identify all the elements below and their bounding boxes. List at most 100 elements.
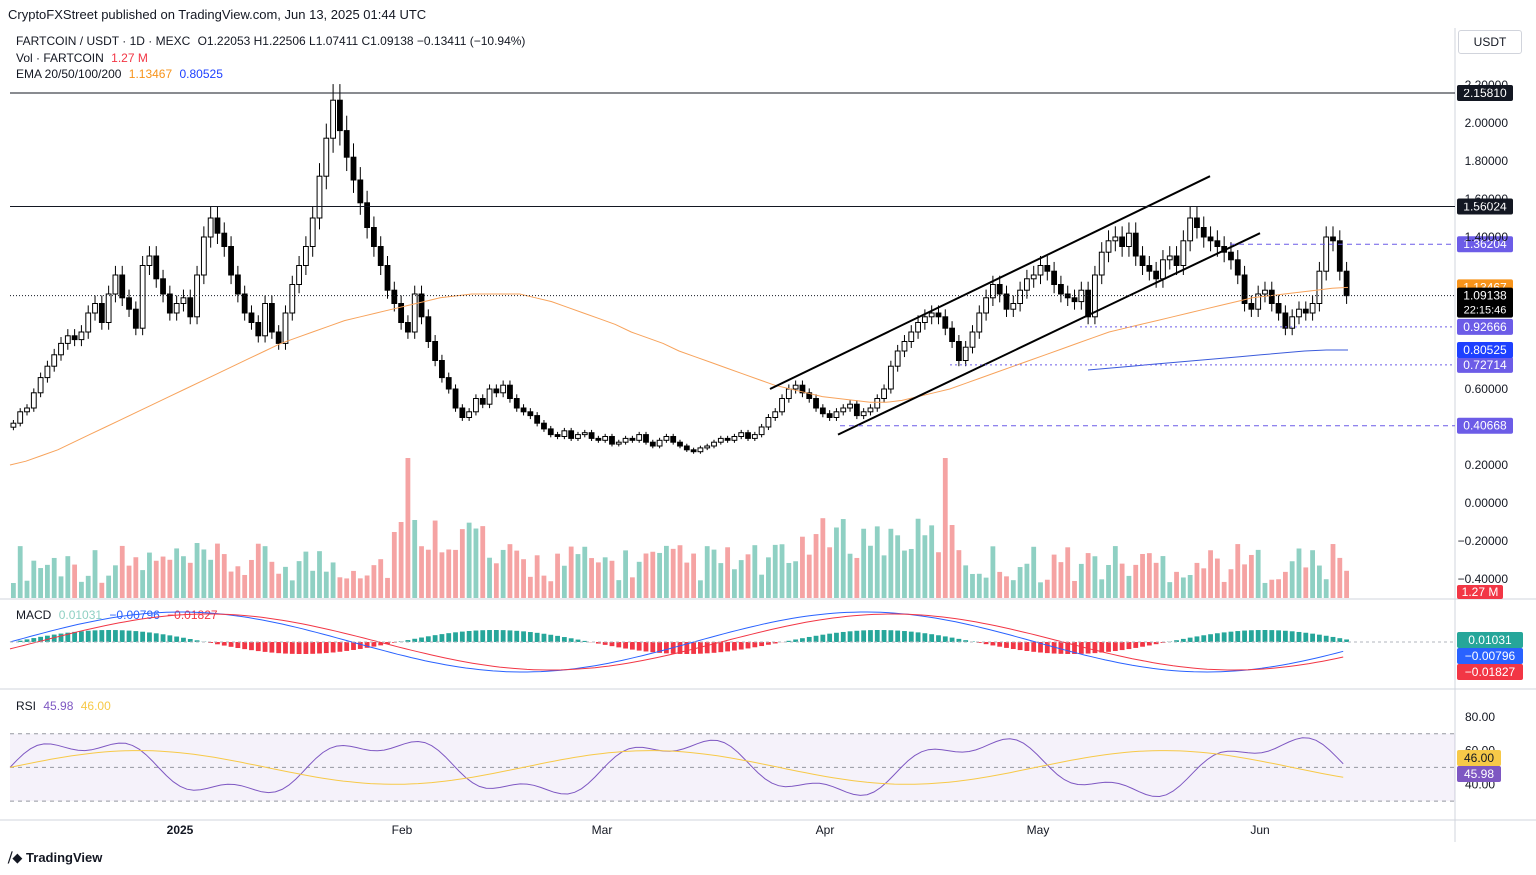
- candle-body: [588, 432, 595, 439]
- macd-histogram-bar: [92, 630, 98, 642]
- rsi-tick-label: 80.00: [1465, 710, 1495, 724]
- candle-body: [1302, 308, 1309, 314]
- candle-body: [343, 130, 350, 158]
- volume-bar: [276, 573, 282, 598]
- volume-bar: [24, 580, 30, 598]
- volume-bar: [527, 576, 533, 598]
- candle-body: [275, 331, 282, 344]
- macd-histogram-bar: [636, 642, 642, 651]
- macd-histogram-bar: [534, 632, 540, 642]
- volume-bar: [38, 568, 44, 598]
- volume-bar: [167, 559, 173, 598]
- level-badge: [1457, 236, 1513, 253]
- candle-body: [486, 388, 493, 405]
- candle-body: [609, 436, 615, 445]
- candle-body: [779, 398, 785, 413]
- candle-body: [1241, 274, 1248, 304]
- candle-body: [1098, 251, 1105, 276]
- volume-bar: [153, 560, 159, 598]
- candle-body: [119, 274, 126, 299]
- candle-body: [282, 312, 289, 344]
- currency-button[interactable]: USDT: [1458, 30, 1522, 54]
- volume-bar: [317, 551, 322, 598]
- candle-body: [1112, 236, 1119, 242]
- price-tick-label: 0.60000: [1465, 382, 1509, 396]
- candle-body: [799, 384, 806, 394]
- candle-body: [554, 434, 561, 438]
- volume-bar: [364, 575, 370, 598]
- macd-histogram-bar: [908, 631, 914, 642]
- macd-histogram-bar: [1140, 642, 1145, 647]
- candle-body: [439, 360, 445, 379]
- macd-histogram-bar: [942, 636, 948, 642]
- candle-body: [479, 398, 486, 405]
- macd-histogram-bar: [174, 636, 180, 642]
- volume-bar: [691, 553, 697, 598]
- candle-body: [697, 447, 704, 453]
- macd-histogram-bar: [1316, 634, 1322, 642]
- macd-histogram-bar: [31, 638, 37, 642]
- volume-bar: [643, 553, 649, 598]
- candle-body: [1262, 289, 1268, 295]
- macd-histogram-bar: [412, 638, 418, 642]
- candle-body: [955, 341, 962, 361]
- volume-bar: [589, 558, 594, 598]
- candle-body: [1173, 255, 1180, 266]
- volume-bar: [439, 552, 445, 598]
- candle-body: [452, 388, 459, 409]
- volume-bar: [623, 550, 628, 598]
- candle-body: [1126, 232, 1132, 247]
- tradingview-logo[interactable]: ⧸◆ TradingView: [8, 850, 102, 866]
- volume-bar: [1330, 544, 1336, 598]
- channel-lower-line: [837, 232, 1261, 436]
- macd-histogram-bar: [1058, 642, 1064, 654]
- candle-body: [139, 265, 146, 329]
- channel-upper-line: [769, 175, 1211, 390]
- volume-bar: [732, 569, 737, 598]
- volume-bar: [1337, 557, 1343, 598]
- volume-bar: [1024, 563, 1030, 598]
- rsi-badge-label: 46.00: [1464, 751, 1494, 765]
- macd-histogram-bar: [691, 642, 697, 654]
- macd-histogram-bar: [79, 631, 84, 642]
- candle-body: [1187, 217, 1194, 242]
- candle-body: [547, 428, 554, 436]
- symbol-name[interactable]: FARTCOIN / USDT · 1D · MEXC: [16, 34, 191, 48]
- volume-label[interactable]: Vol · FARTCOIN: [16, 51, 104, 65]
- macd-label[interactable]: MACD: [16, 608, 52, 622]
- candle-body: [473, 398, 479, 413]
- macd-histogram-bar: [698, 642, 703, 654]
- candle-body: [309, 217, 316, 247]
- volume-bar: [779, 544, 785, 598]
- macd-histogram-bar: [1112, 642, 1118, 652]
- candle-body: [520, 407, 527, 413]
- macd-histogram-bar: [800, 638, 805, 642]
- macd-histogram-bar: [881, 630, 887, 642]
- volume-bar: [1072, 580, 1077, 598]
- rsi-label[interactable]: RSI: [16, 699, 37, 713]
- macd-histogram-bar: [854, 630, 860, 642]
- volume-bar: [85, 575, 91, 598]
- candle-body: [663, 436, 670, 441]
- macd-histogram-bar: [269, 642, 275, 653]
- candle-body: [214, 217, 221, 234]
- macd-histogram-bar: [1194, 636, 1200, 642]
- ema-label[interactable]: EMA 20/50/100/200: [16, 67, 122, 81]
- volume-bar: [561, 565, 567, 598]
- candle-body: [1017, 289, 1024, 305]
- candle-body: [391, 289, 398, 305]
- macd-histogram-bar: [1269, 630, 1275, 642]
- candle-body: [398, 303, 405, 323]
- candle-body: [1282, 312, 1289, 329]
- candle-body: [615, 441, 622, 445]
- candle-body: [622, 437, 629, 443]
- volume-bar: [1065, 547, 1071, 598]
- macd-histogram-bar: [344, 642, 350, 651]
- macd-histogram-bar: [609, 642, 615, 647]
- candle-body: [200, 236, 207, 276]
- candle-body: [1234, 259, 1241, 276]
- candle-body: [405, 322, 411, 333]
- volume-bar: [174, 548, 180, 598]
- macd-histogram-bar: [1180, 638, 1186, 642]
